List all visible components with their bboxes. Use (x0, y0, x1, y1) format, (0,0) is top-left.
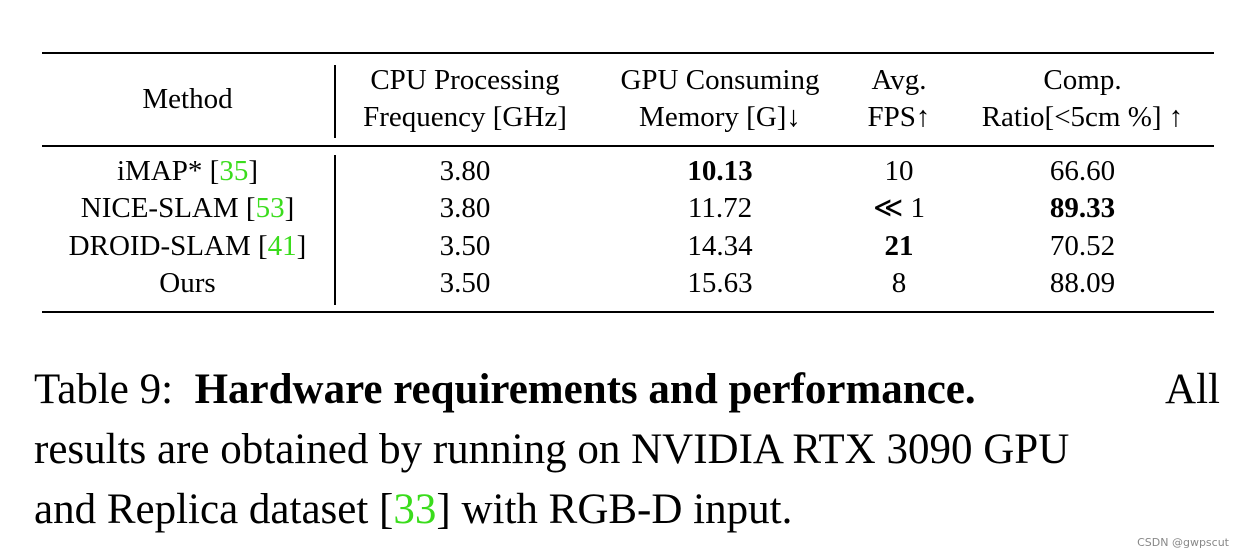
caption-line: results are obtained by running on NVIDI… (34, 426, 1070, 473)
comp-ratio-value: 89.33 (1049, 192, 1116, 224)
header-gpu-line1: GPU Consuming (620, 64, 820, 96)
cpu-value: 3.50 (439, 267, 491, 299)
fps-value: 8 (891, 267, 907, 299)
fps-value: 10 (884, 155, 914, 187)
header-method: Method (142, 83, 233, 115)
table-bottom-rule (42, 311, 1214, 313)
caption-title: Hardware requirements and performance. (194, 366, 976, 413)
table-caption: Table 9: Hardware requirements and perfo… (34, 360, 1220, 540)
comp-ratio-value: 66.60 (1049, 155, 1116, 187)
gpu-value: 10.13 (687, 155, 753, 187)
comp-ratio-value: 88.09 (1049, 267, 1116, 299)
citation-link[interactable]: 53 (255, 192, 285, 224)
watermark: CSDN @gwpscut (1137, 536, 1229, 549)
header-cpu-line1: CPU Processing (370, 64, 560, 96)
comp-ratio-value: 70.52 (1049, 230, 1116, 262)
table-row-method: NICE-SLAM [53] (80, 192, 295, 224)
cpu-value: 3.50 (439, 230, 491, 262)
column-separator (334, 155, 336, 305)
citation-link[interactable]: 41 (267, 230, 297, 262)
caption-line: and Replica dataset [33] with RGB-D inpu… (34, 486, 793, 533)
caption-label: Table 9: (34, 366, 174, 413)
gpu-value: 14.34 (687, 230, 753, 262)
column-separator (334, 65, 336, 138)
header-fps-line1: Avg. (871, 64, 927, 96)
fps-value: ≪ 1 (872, 192, 926, 224)
header-cpu-line2: Frequency [GHz] (363, 101, 567, 133)
header-comp-line2: Ratio[<5cm %] ↑ (981, 101, 1184, 133)
table-row-method: iMAP* [35] (117, 155, 258, 187)
fps-value: 21 (884, 230, 914, 262)
caption-line: Table 9: Hardware requirements and perfo… (34, 360, 1220, 420)
header-gpu-line2: Memory [G]↓ (639, 101, 801, 133)
header-fps-line2: FPS↑ (867, 101, 931, 133)
cpu-value: 3.80 (439, 192, 491, 224)
table-row-method: Ours (159, 267, 216, 299)
caption-text: All (1165, 366, 1220, 413)
table-top-rule (42, 52, 1214, 54)
cpu-value: 3.80 (439, 155, 491, 187)
table-mid-rule (42, 145, 1214, 147)
gpu-value: 11.72 (687, 192, 753, 224)
table-row-method: DROID-SLAM [41] (68, 230, 307, 262)
citation-link[interactable]: 35 (219, 155, 249, 187)
header-comp-line1: Comp. (1043, 64, 1122, 96)
gpu-value: 15.63 (687, 267, 753, 299)
citation-link[interactable]: 33 (393, 486, 437, 533)
